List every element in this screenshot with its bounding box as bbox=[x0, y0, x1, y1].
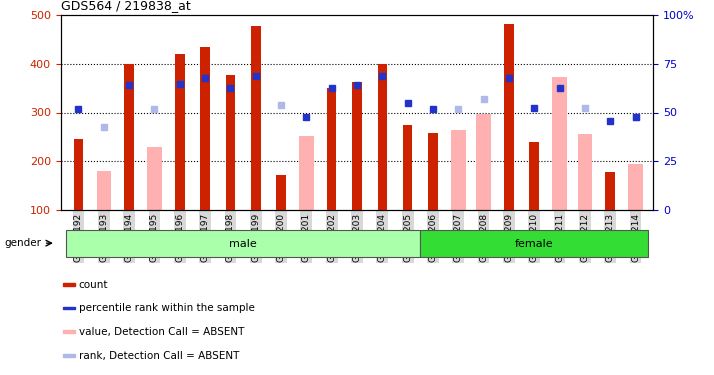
Text: count: count bbox=[79, 280, 109, 290]
Bar bbox=[421, 230, 648, 257]
Bar bbox=[352, 82, 362, 210]
Bar bbox=[63, 306, 75, 309]
Bar bbox=[74, 140, 84, 210]
Bar bbox=[226, 75, 235, 210]
Bar bbox=[63, 283, 75, 285]
Bar bbox=[530, 142, 539, 210]
Bar bbox=[175, 54, 184, 210]
Bar bbox=[327, 88, 336, 210]
Bar bbox=[553, 77, 567, 210]
Bar bbox=[63, 354, 75, 357]
Bar bbox=[63, 330, 75, 333]
Bar bbox=[378, 64, 387, 210]
Bar bbox=[251, 26, 261, 210]
Bar bbox=[96, 171, 111, 210]
Bar bbox=[403, 124, 413, 210]
Bar bbox=[200, 47, 210, 210]
Bar bbox=[428, 134, 438, 210]
Bar bbox=[605, 172, 615, 210]
Bar bbox=[66, 230, 421, 257]
Text: rank, Detection Call = ABSENT: rank, Detection Call = ABSENT bbox=[79, 351, 239, 361]
Bar bbox=[578, 134, 592, 210]
Bar bbox=[451, 130, 466, 210]
Bar bbox=[147, 147, 161, 210]
Text: male: male bbox=[229, 239, 257, 249]
Text: percentile rank within the sample: percentile rank within the sample bbox=[79, 303, 255, 313]
Bar bbox=[124, 64, 134, 210]
Text: gender: gender bbox=[5, 238, 42, 248]
Bar bbox=[276, 175, 286, 210]
Bar bbox=[504, 24, 514, 210]
Bar bbox=[299, 136, 313, 210]
Bar bbox=[476, 114, 491, 210]
Text: value, Detection Call = ABSENT: value, Detection Call = ABSENT bbox=[79, 327, 244, 337]
Bar bbox=[628, 164, 643, 210]
Text: female: female bbox=[515, 239, 553, 249]
Text: GDS564 / 219838_at: GDS564 / 219838_at bbox=[61, 0, 191, 12]
